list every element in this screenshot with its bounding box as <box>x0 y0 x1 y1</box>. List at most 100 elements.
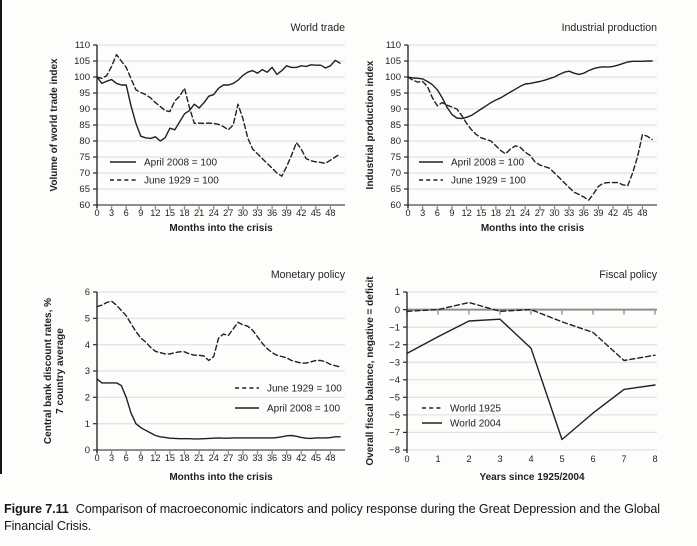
x-tick-label: 8 <box>652 454 657 464</box>
y-tick-label: 60 <box>79 200 90 211</box>
y-axis-label: Industrial production index <box>365 60 376 189</box>
industrial-production-line-1 <box>407 76 653 201</box>
y-tick-label: 5 <box>85 314 90 325</box>
y-tick-label: 0 <box>395 305 400 316</box>
y-tick-label: 1 <box>395 287 400 298</box>
x-tick-label: 15 <box>165 453 175 463</box>
x-tick-label: 6 <box>124 453 129 463</box>
chart-title: Industrial production <box>562 22 658 34</box>
y-tick-label: −5 <box>389 393 400 404</box>
x-tick-label: 27 <box>223 208 233 218</box>
x-tick-label: 3 <box>109 208 114 218</box>
x-tick-label: 1 <box>435 454 440 464</box>
x-tick-label: 21 <box>194 453 204 463</box>
x-tick-label: 15 <box>476 208 486 218</box>
y-tick-label: −8 <box>389 445 400 456</box>
y-tick-label: 65 <box>79 184 90 195</box>
y-tick-label: 90 <box>390 104 401 115</box>
y-axis-label: Central bank discount rates, % <box>43 298 54 444</box>
y-tick-label: 85 <box>390 120 401 131</box>
figure-caption-label: Figure 7.11 <box>4 502 69 516</box>
y-tick-label: −7 <box>389 428 400 439</box>
x-tick-label: 30 <box>238 208 248 218</box>
x-tick-label: 42 <box>296 208 306 218</box>
y-tick-label: 2 <box>85 393 90 404</box>
x-tick-label: 39 <box>593 208 603 218</box>
x-tick-label: 9 <box>449 208 454 218</box>
x-axis-label: Months into the crisis <box>481 223 585 234</box>
chart-fiscal-policy: −8 −7 −6 −5 −4 −3 −2 −1 0 1 0 1 2 3 4 5 6 7 8 Fiscal policy… <box>365 269 658 483</box>
x-tick-label: 39 <box>282 208 292 218</box>
x-tick-label: 7 <box>621 454 626 464</box>
x-tick-label: 48 <box>637 208 647 218</box>
chart-title: Monetary policy <box>271 269 346 281</box>
y-tick-label: −6 <box>389 410 400 421</box>
x-tick-label: 21 <box>505 208 515 218</box>
x-tick-label: 24 <box>520 208 530 218</box>
x-tick-label: 5 <box>559 454 564 464</box>
x-tick-label: 27 <box>223 453 233 463</box>
x-tick-label: 9 <box>138 453 143 463</box>
x-tick-label: 18 <box>179 453 189 463</box>
x-tick-label: 33 <box>252 453 262 463</box>
y-tick-label: −3 <box>389 357 400 368</box>
x-axis-label: Years since 1925/2004 <box>479 472 585 483</box>
figure-caption: Figure 7.11 Comparison of macroeconomic i… <box>4 501 695 536</box>
figure-caption-text: Comparison of macroeconomic indicators a… <box>4 502 660 534</box>
x-tick-label: 36 <box>267 208 277 218</box>
y-tick-label: 95 <box>390 88 401 99</box>
x-tick-label: 12 <box>150 453 160 463</box>
x-tick-label: 24 <box>209 453 219 463</box>
y-tick-label: −1 <box>389 322 400 333</box>
y-tick-label: 110 <box>386 40 401 51</box>
y-tick-label: 85 <box>79 120 90 131</box>
legend-label: World 1925 <box>450 404 501 415</box>
y-axis-label: Volume of world trade index <box>49 58 60 192</box>
chart-title: Fiscal policy <box>599 269 657 281</box>
x-tick-label: 45 <box>311 453 321 463</box>
x-tick-label: 4 <box>528 454 533 464</box>
legend-label: June 1929 = 100 <box>267 384 342 395</box>
x-tick-label: 0 <box>94 208 99 218</box>
legend-label: June 1929 = 100 <box>144 176 219 187</box>
y-tick-label: 0 <box>85 445 90 456</box>
y-tick-label: 65 <box>390 184 401 195</box>
chart-title: World trade <box>290 22 345 34</box>
y-tick-label: 1 <box>85 419 90 430</box>
x-tick-label: 30 <box>238 453 248 463</box>
x-axis-label: Months into the crisis <box>169 223 273 234</box>
y-tick-label: 100 <box>74 72 90 83</box>
x-tick-label: 9 <box>138 208 143 218</box>
x-tick-label: 6 <box>435 208 440 218</box>
x-tick-label: 6 <box>590 454 595 464</box>
y-tick-label: 60 <box>390 200 401 211</box>
monetary-policy-line-0 <box>96 300 341 368</box>
x-tick-label: 18 <box>491 208 501 218</box>
x-tick-label: 36 <box>267 453 277 463</box>
y-tick-label: 110 <box>75 40 90 51</box>
y-tick-label: 90 <box>79 104 90 115</box>
y-tick-label: 80 <box>390 136 401 147</box>
legend-label: April 2008 = 100 <box>267 404 341 415</box>
y-axis-label: 7 country average <box>55 328 66 414</box>
y-tick-label: 75 <box>79 152 90 163</box>
x-tick-label: 36 <box>579 208 589 218</box>
x-tick-label: 48 <box>325 208 335 218</box>
y-axis-label: Overall fiscal balance, negative = defic… <box>365 276 376 466</box>
x-tick-label: 0 <box>94 453 99 463</box>
x-tick-label: 0 <box>404 454 409 464</box>
x-tick-label: 45 <box>311 208 321 218</box>
x-tick-label: 24 <box>209 208 219 218</box>
x-tick-label: 30 <box>549 208 559 218</box>
legend-label: April 2008 = 100 <box>144 158 218 169</box>
x-tick-label: 21 <box>194 208 204 218</box>
x-tick-label: 15 <box>165 208 175 218</box>
x-tick-label: 3 <box>420 208 425 218</box>
x-tick-label: 33 <box>252 208 262 218</box>
y-tick-label: 3 <box>85 366 90 377</box>
x-tick-label: 18 <box>179 208 189 218</box>
x-tick-label: 6 <box>124 208 129 218</box>
